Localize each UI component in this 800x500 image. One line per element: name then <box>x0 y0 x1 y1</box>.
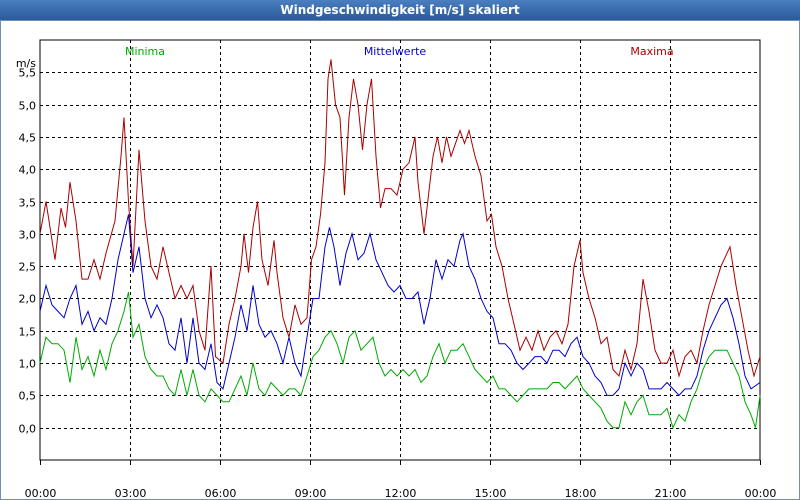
x-tick-time: 09:00 <box>295 487 327 500</box>
x-tick-time: 03:00 <box>115 487 147 500</box>
x-tick-time: 00:00 <box>745 487 777 500</box>
legend-maxima: Maxima <box>630 45 673 58</box>
legend-mittelwerte: Mittelwerte <box>364 45 427 58</box>
legend-minima: Minima <box>125 45 165 58</box>
series-line-maxima <box>39 59 761 378</box>
y-tick-label: 1,0 <box>19 358 37 371</box>
y-tick-label: 4,0 <box>19 164 37 177</box>
series-line-mittelwerte <box>39 214 761 397</box>
x-tick-time: 00:00 <box>25 487 57 500</box>
wind-speed-chart: 0,0 0,5 1,0 1,5 2,0 2,5 3,0 3,5 4,0 4,5 5,0 5,5m/s 0… <box>16 39 777 500</box>
x-tick-time: 18:00 <box>565 487 597 500</box>
x-tick-time: 06:00 <box>205 487 237 500</box>
y-tick-label: 5,0 <box>19 100 37 113</box>
y-tick-label: 5,5 <box>19 67 37 80</box>
y-tick-label: 2,5 <box>19 261 37 274</box>
y-axis-label: m/s <box>16 57 36 70</box>
window-title: Windgeschwindigkeit [m/s] skaliert <box>0 0 800 20</box>
y-tick-label: 0,5 <box>19 390 37 403</box>
x-tick-time: 15:00 <box>475 487 507 500</box>
x-tick-time: 12:00 <box>385 487 417 500</box>
y-tick-label: 0,0 <box>19 423 37 436</box>
series-line-minima <box>39 291 761 430</box>
y-tick-label: 4,5 <box>19 132 37 145</box>
y-tick-label: 2,0 <box>19 293 37 306</box>
y-tick-label: 3,0 <box>19 229 37 242</box>
y-tick-label: 1,5 <box>19 326 37 339</box>
y-tick-label: 3,5 <box>19 197 37 210</box>
x-tick-time: 21:00 <box>655 487 687 500</box>
